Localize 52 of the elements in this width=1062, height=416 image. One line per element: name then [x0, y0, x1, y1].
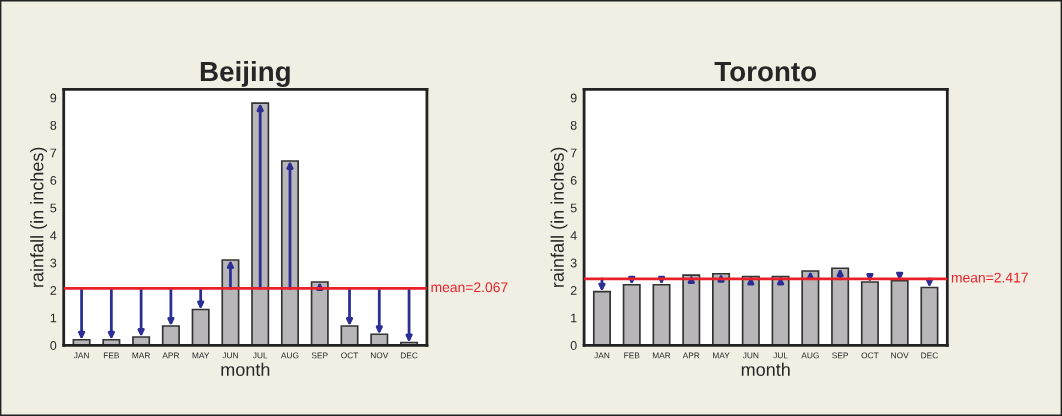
- ref-line-label: mean=2.417: [951, 272, 1028, 283]
- x-tick-label: JAN: [73, 352, 89, 359]
- x-tick-label: MAR: [652, 352, 671, 359]
- x-axis-title: month: [221, 362, 270, 377]
- y-tick-label: 9: [50, 93, 57, 103]
- x-tick-label: MAR: [132, 352, 150, 359]
- y-tick-label: 9: [570, 93, 577, 103]
- chart-title: Beijing: [200, 60, 290, 87]
- x-tick-label: MAY: [192, 352, 210, 359]
- x-tick-label: OCT: [861, 352, 879, 359]
- x-tick-label: SEP: [832, 352, 849, 359]
- y-tick-label: 8: [570, 121, 577, 130]
- y-tick-label: 3: [50, 258, 57, 268]
- x-axis-title: month: [741, 362, 790, 377]
- chart-title: Toronto: [714, 62, 817, 82]
- y-tick-label: 2: [570, 286, 577, 295]
- y-tick-label: 7: [50, 148, 57, 158]
- x-tick-label: JUN: [222, 352, 238, 359]
- x-tick-label: FEB: [103, 352, 120, 359]
- y-tick-label: 2: [50, 286, 57, 295]
- x-tick-label: FEB: [624, 352, 640, 359]
- x-tick-label: JUL: [773, 352, 788, 359]
- x-tick-label: NOV: [370, 352, 389, 359]
- x-tick-label: NOV: [891, 352, 909, 359]
- x-tick-label: APR: [682, 352, 700, 359]
- ref-line-label: mean=2.067: [431, 282, 508, 293]
- x-tick-label: APR: [162, 352, 180, 359]
- y-tick-label: 4: [570, 231, 577, 240]
- y-tick-label: 5: [50, 203, 57, 213]
- x-tick-label: AUG: [801, 352, 819, 359]
- y-tick-label: 1: [571, 313, 577, 323]
- y-tick-label: 0: [570, 341, 577, 350]
- y-tick-label: 0: [50, 341, 57, 350]
- x-tick-label: SEP: [311, 352, 328, 359]
- y-tick-label: 8: [50, 121, 57, 130]
- x-tick-label: MAY: [713, 352, 730, 359]
- y-axis-title: rainfall (in inches): [30, 147, 48, 287]
- y-tick-label: 1: [50, 313, 57, 323]
- y-tick-label: 5: [570, 203, 577, 213]
- y-tick-label: 6: [570, 176, 577, 185]
- y-tick-label: 6: [50, 176, 57, 185]
- x-tick-label: OCT: [341, 352, 359, 359]
- x-tick-label: JUL: [252, 352, 268, 359]
- x-tick-label: DEC: [921, 352, 938, 359]
- y-tick-label: 7: [570, 148, 577, 158]
- y-axis-title: rainfall (in inches): [550, 147, 568, 287]
- x-tick-label: DEC: [400, 352, 418, 359]
- x-tick-label: AUG: [280, 352, 299, 359]
- y-tick-label: 4: [50, 231, 57, 240]
- x-tick-label: JAN: [594, 352, 610, 359]
- y-tick-label: 3: [570, 258, 577, 268]
- x-tick-label: JUN: [742, 352, 759, 359]
